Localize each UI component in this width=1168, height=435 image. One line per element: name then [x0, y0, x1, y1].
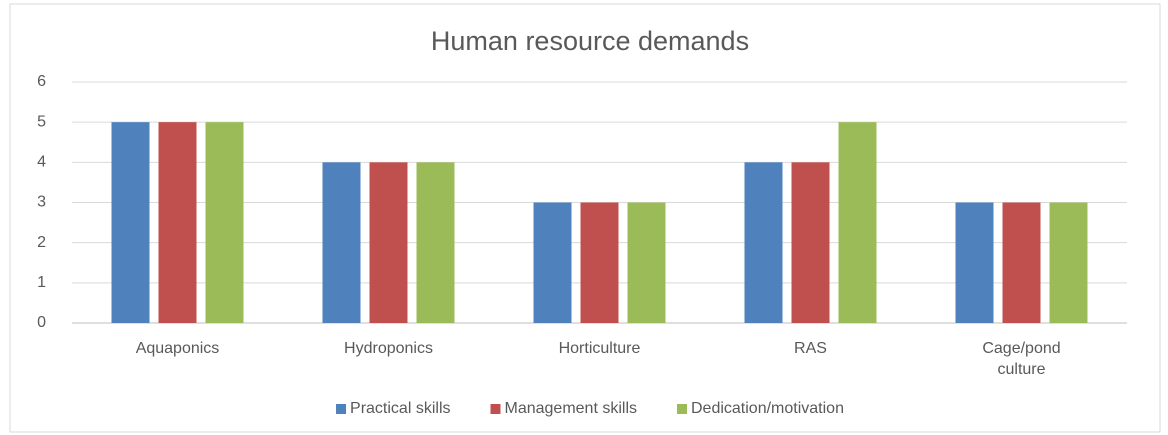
bar	[838, 122, 877, 324]
bar	[580, 202, 619, 323]
bar	[533, 202, 572, 323]
y-tick-label: 6	[37, 73, 46, 90]
legend-swatch	[677, 404, 687, 414]
y-tick-label: 4	[37, 154, 46, 171]
y-tick-label: 5	[37, 113, 46, 130]
x-tick-label: Hydroponics	[344, 340, 433, 357]
x-tick-label: Aquaponics	[135, 340, 220, 357]
bar	[322, 162, 361, 323]
bar	[416, 162, 455, 323]
bar	[111, 122, 150, 324]
legend-swatch	[490, 404, 501, 414]
bar	[158, 122, 197, 324]
bar	[1002, 202, 1041, 323]
bar	[791, 162, 830, 323]
chart-title: Human resource demands	[431, 26, 749, 56]
legend-label: Practical skills	[350, 400, 450, 417]
y-tick-label: 0	[37, 314, 46, 331]
bar	[627, 202, 666, 323]
bar	[369, 162, 408, 323]
y-tick-label: 1	[37, 274, 46, 291]
legend-swatch	[336, 404, 347, 414]
bar	[205, 122, 244, 324]
legend-label: Management skills	[505, 400, 638, 417]
y-tick-label: 2	[37, 234, 46, 251]
y-tick-label: 3	[37, 194, 46, 211]
bar	[955, 202, 994, 323]
legend-label: Dedication/motivation	[691, 400, 844, 417]
bar	[1049, 202, 1088, 323]
bar	[744, 162, 783, 323]
x-tick-label: RAS	[794, 340, 827, 357]
x-tick-label: Horticulture	[558, 340, 641, 357]
x-tick-label: Cage/pond culture	[982, 340, 1061, 378]
